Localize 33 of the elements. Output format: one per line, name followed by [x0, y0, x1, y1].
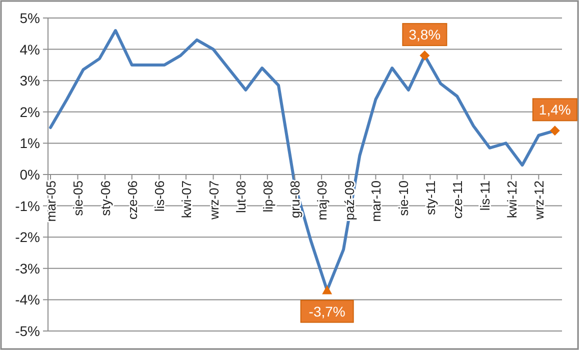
y-tick-label: 5%	[20, 10, 40, 26]
x-tick-label: kwi-07	[179, 180, 194, 218]
y-tick-label: 4%	[20, 41, 40, 58]
x-tick-label: lip-08	[260, 180, 276, 212]
annotation: -3,7%	[308, 303, 346, 320]
x-tick-label: sty-11	[423, 180, 438, 215]
y-tick-label: -3%	[15, 260, 40, 276]
x-tick-label: paź-09	[342, 180, 357, 220]
x-tick-label: lis-06	[152, 180, 168, 212]
x-tick-label: cze-11	[450, 180, 466, 219]
x-tick-label: sie-10	[396, 180, 411, 216]
x-tick-label: cze-06	[124, 180, 140, 220]
y-tick-label: -5%	[15, 323, 40, 339]
x-tick-label: sty-06	[98, 180, 113, 216]
annotation: 3,8%	[408, 26, 441, 43]
x-tick-label: mar-10	[368, 180, 384, 222]
y-tick-label: -1%	[15, 198, 40, 214]
x-tick-label: kwi-12	[504, 180, 520, 218]
x-tick-label: gru-08	[288, 180, 303, 218]
x-tick-label: maj-09	[314, 180, 330, 220]
annotation: 1,4%	[538, 102, 571, 118]
y-tick-label: 1%	[20, 135, 40, 152]
y-tick-label: -4%	[15, 292, 40, 308]
y-tick-label: 3%	[20, 72, 40, 89]
y-tick-label: 2%	[20, 104, 40, 120]
x-tick-label: sie-05	[70, 180, 86, 216]
x-tick-label: lis-11	[477, 180, 492, 211]
x-tick-label: lut-08	[234, 180, 249, 214]
y-tick-label: 0%	[20, 166, 40, 182]
y-tick-label: -2%	[15, 229, 40, 246]
x-tick-label: mar-05	[43, 180, 58, 222]
x-tick-label: wrz-12	[532, 180, 547, 221]
x-tick-label: wrz-07	[206, 180, 222, 221]
